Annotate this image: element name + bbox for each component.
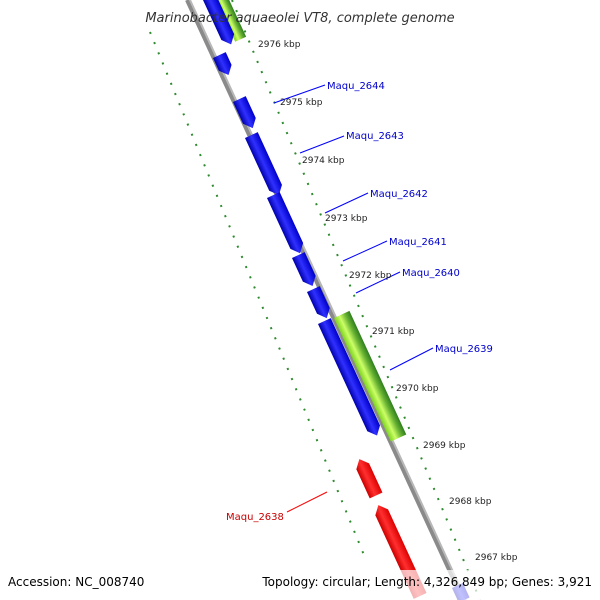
tick-label: 2975 kbp [280, 98, 323, 108]
tick-label: 2973 kbp [325, 214, 368, 224]
tick-label: 2969 kbp [423, 441, 466, 451]
gene-label-maqu-2641[interactable]: Maqu_2641 [389, 237, 447, 248]
gene-label-maqu-2639[interactable]: Maqu_2639 [435, 344, 493, 355]
gene-label-maqu-2638[interactable]: Maqu_2638 [226, 512, 284, 523]
gene-label-maqu-2643[interactable]: Maqu_2643 [346, 131, 404, 142]
tick-label: 2976 kbp [258, 40, 301, 50]
genome-backbone-shadow [189, 0, 467, 600]
leader-line-2644 [273, 84, 326, 104]
leader-line-2641 [342, 240, 388, 262]
forward-gene-2640b [307, 286, 330, 319]
tick-label: 2971 kbp [372, 327, 415, 337]
green-gene-2639 [334, 310, 407, 442]
forward-gene-top [203, 0, 235, 45]
footer-backdrop [0, 570, 600, 600]
tick-label: 2974 kbp [302, 156, 345, 166]
tick-label: 2970 kbp [396, 384, 439, 394]
forward-gene-2643 [233, 96, 256, 129]
green-gene-top [216, 0, 247, 42]
forward-gene-2641 [267, 192, 304, 254]
leader-line-2639 [389, 347, 434, 371]
leader-line-2642 [324, 192, 369, 214]
genome-summary-text: Topology: circular; Length: 4,326,849 bp… [261, 575, 592, 589]
genome-title: Marinobacter aquaeolei VT8, complete gen… [145, 11, 454, 26]
tick-label: 2968 kbp [449, 497, 492, 507]
leader-line-2640 [355, 271, 401, 294]
leader-line-2638 [286, 491, 328, 513]
forward-gene-2639 [318, 318, 381, 436]
forward-gene-2640a [292, 252, 316, 286]
outer-dotted-track [149, 31, 367, 561]
tick-label: 2967 kbp [475, 553, 518, 563]
accession-text: Accession: NC_008740 [8, 575, 144, 589]
gene-label-maqu-2644[interactable]: Maqu_2644 [327, 81, 385, 92]
reverse-gene-2638 [356, 459, 383, 499]
gene-label-maqu-2640[interactable]: Maqu_2640 [402, 268, 460, 279]
forward-gene-2644 [213, 52, 232, 76]
tick-label: 2972 kbp [349, 271, 392, 281]
forward-gene-2642 [245, 132, 282, 196]
gene-label-maqu-2642[interactable]: Maqu_2642 [370, 189, 428, 200]
leader-line-2643 [299, 135, 345, 154]
